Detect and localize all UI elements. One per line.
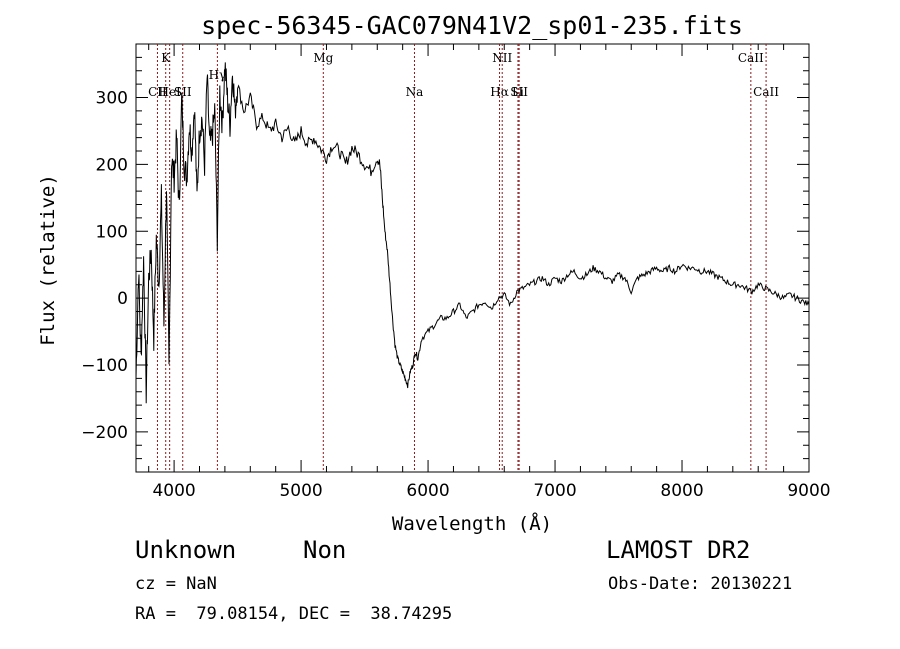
spectral-line-label: SII <box>174 85 192 99</box>
classification-label: Unknown <box>135 536 237 564</box>
x-tick-label: 9000 <box>787 481 830 501</box>
x-tick-label: 4000 <box>152 481 195 501</box>
survey-label: LAMOST DR2 <box>606 536 751 564</box>
x-tick-label: 5000 <box>279 481 322 501</box>
spectral-line-label: Hα <box>490 85 509 99</box>
spectral-line-label: Li <box>512 85 524 99</box>
y-tick-label: −100 <box>81 356 128 376</box>
spectral-line-label: HeI <box>158 85 181 99</box>
x-axis-label: Wavelength (Å) <box>392 512 552 535</box>
y-tick-label: 300 <box>96 89 128 109</box>
spectral-line-label: K <box>161 51 171 65</box>
spectral-line-label: Na <box>406 85 424 99</box>
spectral-line-label: Mg <box>313 51 333 65</box>
y-tick-label: 0 <box>117 289 128 309</box>
spectral-line-label: CaII <box>753 85 779 99</box>
chart-title: spec-56345-GAC079N41V2_sp01-235.fits <box>201 11 743 40</box>
spectral-line-label: CaII <box>738 51 764 65</box>
y-axis-label: Flux (relative) <box>37 174 59 346</box>
subclass-label: Non <box>303 536 347 564</box>
coordinates-label: RA = 79.08154, DEC = 38.74295 <box>135 604 453 624</box>
spectral-line-label: Hγ <box>209 68 227 82</box>
redshift-label: cz = NaN <box>135 574 217 594</box>
spectral-line-label: SII <box>510 85 528 99</box>
x-tick-label: 7000 <box>533 481 576 501</box>
y-tick-label: 200 <box>96 155 128 175</box>
y-tick-label: 100 <box>96 222 128 242</box>
flux-series-line <box>135 62 810 404</box>
x-tick-label: 6000 <box>406 481 449 501</box>
spectral-line-label: NII <box>492 51 512 65</box>
x-tick-label: 8000 <box>660 481 703 501</box>
obs-date-label: Obs-Date: 20130221 <box>608 574 793 594</box>
y-tick-label: −200 <box>81 423 128 443</box>
spectral-line-label: CII <box>148 85 167 99</box>
plot-frame <box>135 43 810 473</box>
